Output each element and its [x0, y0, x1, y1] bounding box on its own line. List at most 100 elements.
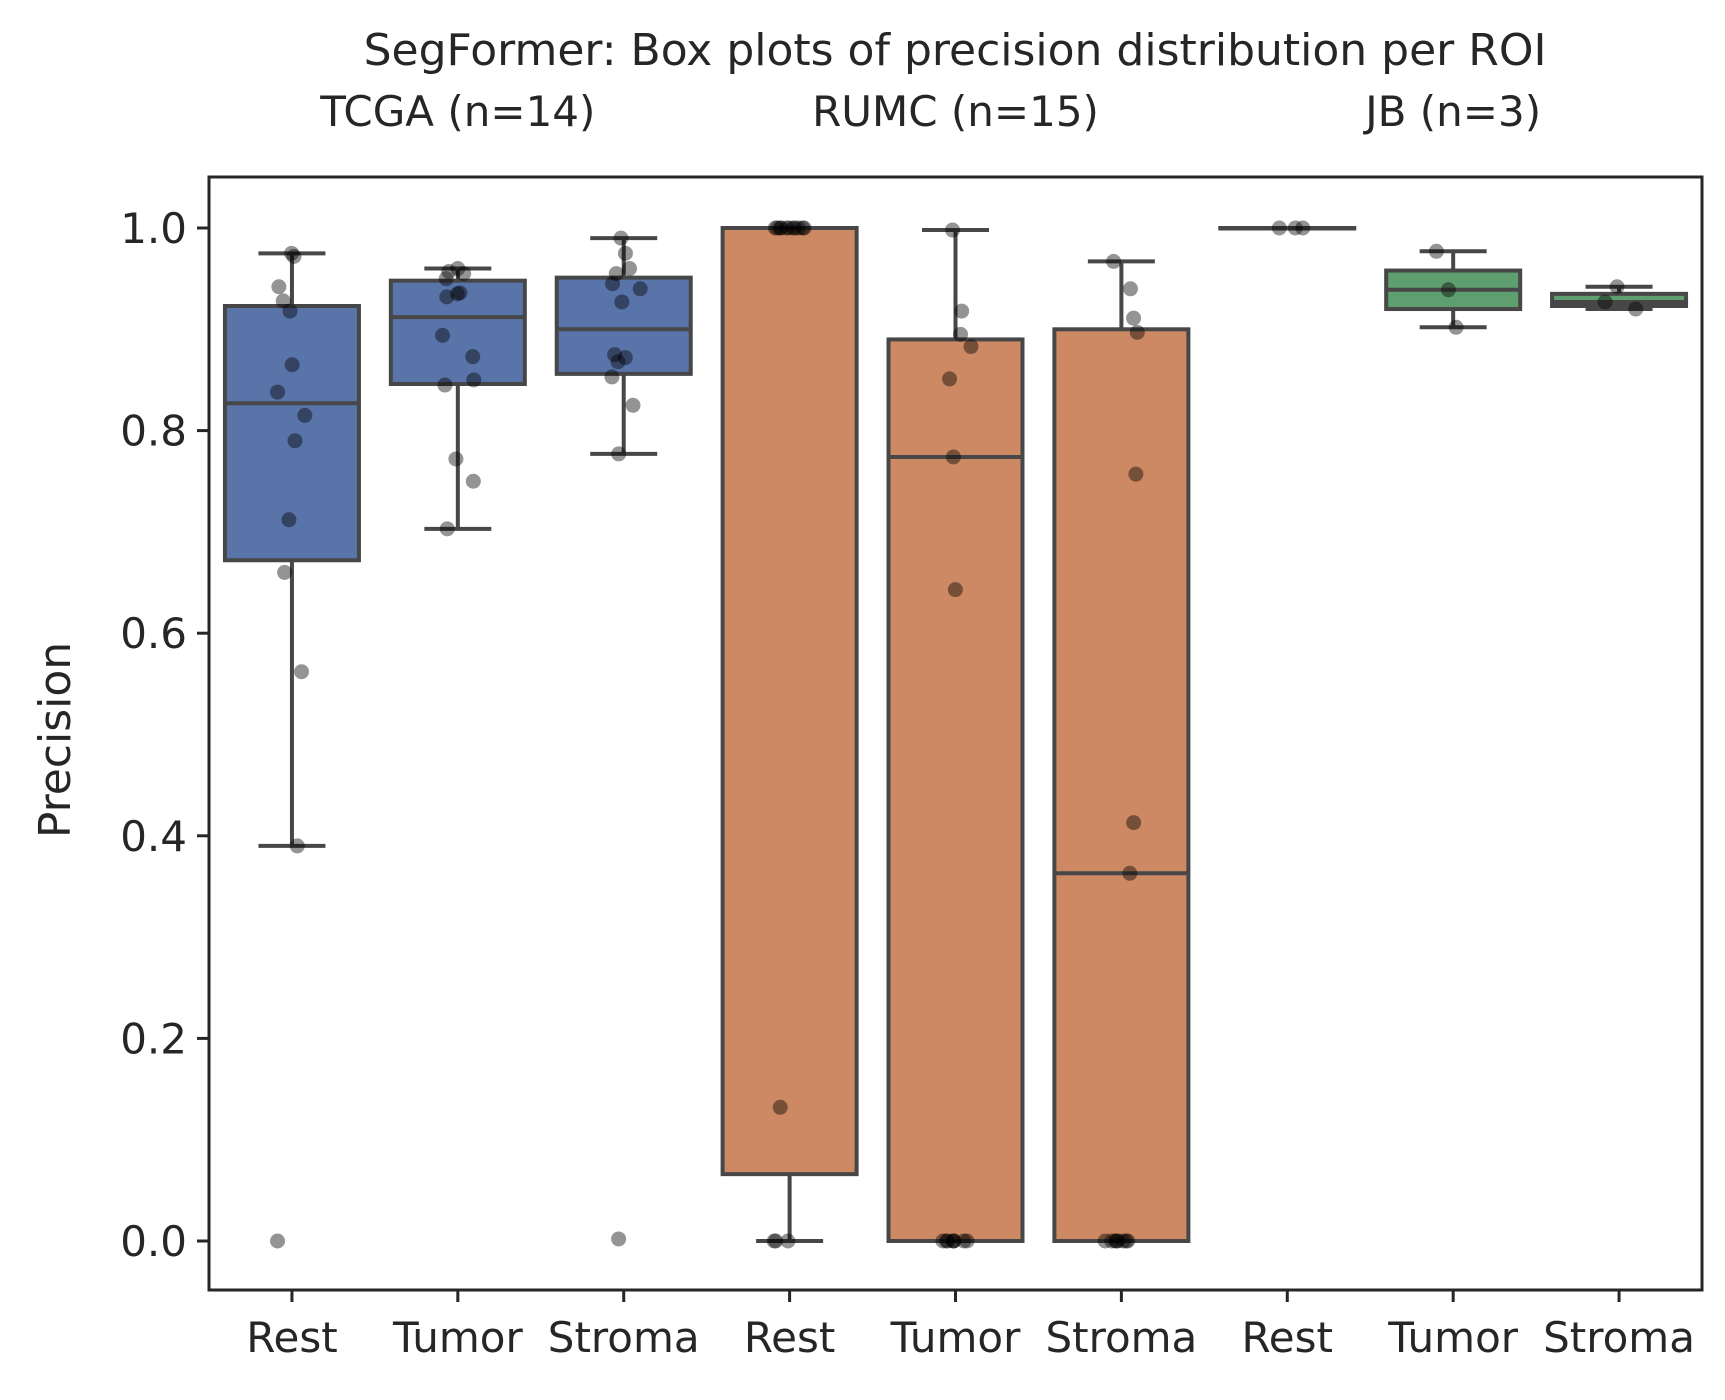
data-point — [282, 303, 298, 319]
data-point — [959, 1233, 975, 1249]
data-point — [450, 261, 466, 277]
data-point — [297, 407, 313, 423]
plot-area — [222, 220, 1689, 1249]
data-point — [452, 285, 468, 301]
data-point — [1122, 865, 1138, 881]
y-tick-label: 1.0 — [120, 204, 187, 253]
data-point — [614, 294, 630, 310]
data-point — [270, 384, 286, 400]
box-stroma — [554, 230, 693, 1247]
data-point — [768, 1233, 784, 1249]
x-tick-label: Stroma — [1543, 1313, 1695, 1362]
data-point — [456, 266, 472, 282]
data-point — [947, 582, 963, 598]
x-tick-label: Tumor — [890, 1313, 1022, 1362]
data-point — [607, 347, 623, 363]
data-point — [780, 1233, 796, 1249]
data-point — [772, 1099, 788, 1115]
data-point — [435, 327, 451, 343]
x-tick-label: Tumor — [392, 1313, 524, 1362]
x-tick-label: Stroma — [1045, 1313, 1197, 1362]
data-point — [963, 339, 979, 355]
chart-title: SegFormer: Box plots of precision distri… — [364, 25, 1547, 76]
data-point — [795, 220, 811, 236]
data-point — [1120, 1233, 1136, 1249]
data-point — [1097, 1233, 1113, 1249]
data-point — [1126, 815, 1142, 831]
data-point — [945, 222, 961, 238]
data-point — [1609, 279, 1625, 295]
data-point — [465, 473, 481, 489]
box-tumor — [388, 261, 527, 537]
data-point — [605, 276, 621, 292]
data-point — [604, 369, 620, 385]
x-tick-label: Rest — [1242, 1313, 1334, 1362]
data-point — [439, 521, 455, 537]
x-axis: Rest Tumor Stroma Rest Tumor Stroma Rest Tumor S… — [246, 1290, 1695, 1362]
data-point — [1128, 466, 1144, 482]
y-tick-label: 0.2 — [120, 1014, 187, 1063]
data-point — [287, 433, 303, 449]
group-label: RUMC (n=15) — [812, 87, 1099, 136]
box-iqr — [1550, 291, 1689, 309]
data-point — [785, 220, 801, 236]
data-point — [1440, 282, 1456, 298]
box-rest — [222, 245, 361, 1249]
data-point — [946, 1233, 962, 1249]
data-point — [781, 220, 797, 236]
box-iqr — [222, 304, 361, 563]
box-stroma — [1550, 279, 1689, 317]
x-tick-label: Rest — [246, 1313, 338, 1362]
data-point — [787, 220, 803, 236]
box-iqr — [720, 226, 859, 1177]
data-point — [952, 326, 968, 342]
data-point — [956, 1233, 972, 1249]
x-tick-label: Stroma — [548, 1313, 700, 1362]
data-point — [945, 1233, 961, 1249]
x-tick-label: Tumor — [1387, 1313, 1519, 1362]
data-point — [617, 245, 633, 261]
data-point — [954, 303, 970, 319]
data-point — [1428, 243, 1444, 259]
data-point — [294, 664, 310, 680]
data-point — [281, 512, 297, 528]
data-point — [271, 279, 287, 295]
group-label: JB (n=3) — [1362, 87, 1541, 136]
box-stroma — [1052, 253, 1191, 1249]
data-point — [1104, 1233, 1120, 1249]
data-point — [1597, 294, 1613, 310]
data-point — [284, 245, 300, 261]
data-point — [1628, 301, 1644, 317]
data-point — [767, 220, 783, 236]
group-label: TCGA (n=14) — [319, 87, 595, 136]
box-tumor — [886, 222, 1025, 1249]
data-point — [611, 1231, 627, 1247]
data-point — [448, 451, 464, 467]
data-point — [773, 220, 789, 236]
data-point — [942, 371, 958, 387]
box-iqr — [388, 278, 527, 387]
data-point — [945, 1233, 961, 1249]
data-point — [1110, 1233, 1126, 1249]
y-tick-label: 0.8 — [120, 407, 187, 456]
y-tick-label: 0.0 — [120, 1217, 187, 1266]
data-point — [466, 372, 482, 388]
data-point — [1287, 220, 1303, 236]
data-point — [613, 230, 629, 246]
data-point — [766, 1233, 782, 1249]
data-point — [275, 293, 291, 309]
box-iqr — [1052, 327, 1191, 1243]
data-point — [1106, 253, 1122, 269]
data-point — [437, 377, 453, 393]
box-iqr — [554, 275, 693, 376]
data-point — [769, 220, 785, 236]
data-point — [1295, 220, 1311, 236]
data-point — [939, 1233, 955, 1249]
data-point — [935, 1233, 951, 1249]
data-point — [796, 220, 812, 236]
y-tick-label: 0.6 — [120, 609, 187, 658]
data-point — [270, 1233, 286, 1249]
y-axis: 0.0 0.2 0.4 0.6 0.8 1.0 — [120, 204, 209, 1266]
data-point — [608, 266, 624, 282]
